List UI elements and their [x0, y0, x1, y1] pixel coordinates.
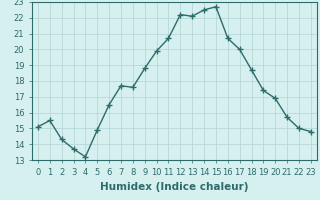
X-axis label: Humidex (Indice chaleur): Humidex (Indice chaleur): [100, 182, 249, 192]
